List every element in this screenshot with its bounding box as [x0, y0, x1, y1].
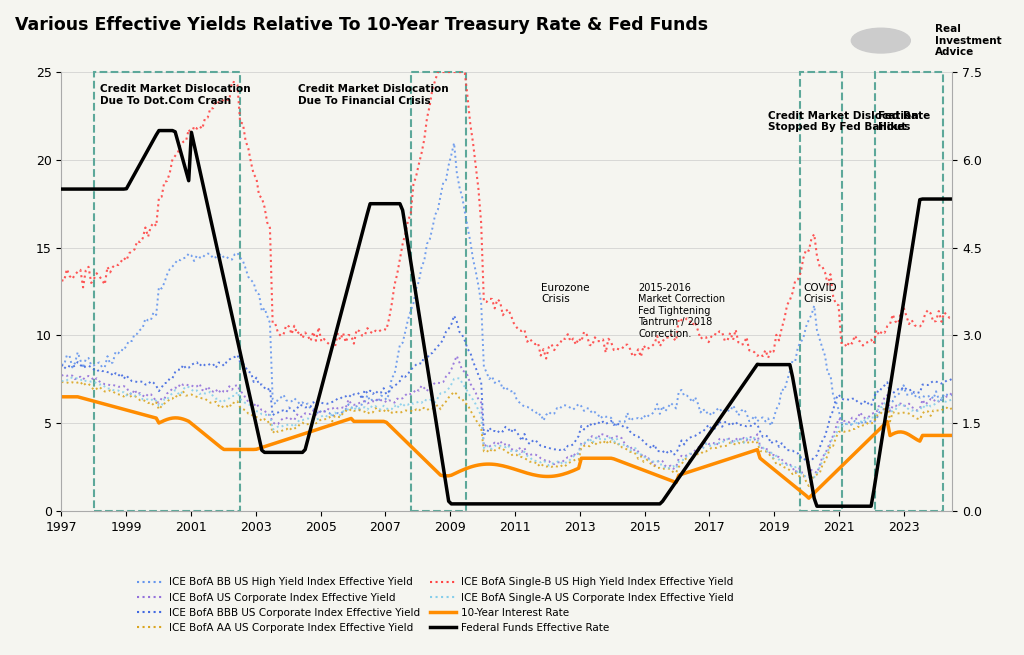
- Text: Various Effective Yields Relative To 10-Year Treasury Rate & Fed Funds: Various Effective Yields Relative To 10-…: [15, 16, 709, 34]
- Text: Credit Market Dislocation
Due To Financial Crisis: Credit Market Dislocation Due To Financi…: [298, 84, 449, 106]
- Circle shape: [851, 28, 910, 53]
- Text: Fed Rate
Hikes: Fed Rate Hikes: [878, 111, 930, 132]
- Text: 2015-2016
Market Correction
Fed Tightening
Tantrum / 2018
Correction.: 2015-2016 Market Correction Fed Tighteni…: [638, 283, 725, 339]
- Text: Real
Investment
Advice: Real Investment Advice: [935, 24, 1001, 57]
- Text: Credit Market Dislocation
Due To Dot.Com Crash: Credit Market Dislocation Due To Dot.Com…: [100, 84, 251, 106]
- Text: Eurozone
Crisis: Eurozone Crisis: [541, 283, 590, 305]
- Legend: ICE BofA BB US High Yield Index Effective Yield, ICE BofA US Corporate Index Eff: ICE BofA BB US High Yield Index Effectiv…: [133, 573, 738, 637]
- Text: COVID
Crisis: COVID Crisis: [803, 283, 837, 305]
- Text: Credit Market Dislocation
Stopped By Fed Bailout: Credit Market Dislocation Stopped By Fed…: [768, 111, 919, 132]
